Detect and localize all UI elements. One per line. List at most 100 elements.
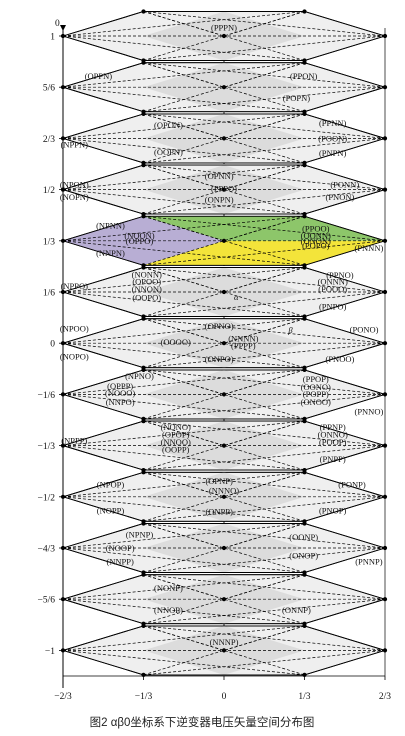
vector-label: (OPNP) <box>205 476 233 486</box>
vector-layer: (NONP) (NNOP) (ONNP) <box>60 572 388 626</box>
vector-label: (PPPN) <box>211 22 237 32</box>
vector-label: (OONO) <box>301 382 331 392</box>
vector-point <box>302 470 307 475</box>
vector-point <box>302 367 307 372</box>
vector-point <box>141 111 146 116</box>
vector-label: (NOOP) <box>106 543 135 553</box>
vector-label: (OONP) <box>289 532 318 542</box>
grid-line <box>143 523 225 549</box>
origin-label: 0 <box>55 19 60 29</box>
grid-line <box>143 138 386 164</box>
grid-line <box>223 11 305 37</box>
grid-line <box>143 625 225 651</box>
vector-label: (OOPN) <box>154 147 183 157</box>
vector-label: (PPPP) <box>231 341 256 351</box>
grid-line <box>143 215 305 266</box>
y-tick-label: −4/3 <box>38 545 56 555</box>
grid-line <box>143 113 225 139</box>
grid-line <box>143 318 305 369</box>
vector-point <box>302 60 307 65</box>
grid-line <box>143 574 305 625</box>
vector-point <box>141 265 146 270</box>
grid-line <box>143 369 305 420</box>
grid-line <box>143 420 225 446</box>
vector-label: (NONO) <box>161 422 191 432</box>
vector-label: (NNPN) <box>96 248 125 258</box>
vector-layer: (NONN) (PPNO) (NPPO) (OPOO) (ONNN) (NNON) (POO… <box>61 265 388 319</box>
vector-label: (OPPP) <box>107 381 133 391</box>
vector-point <box>141 214 146 219</box>
vector-point <box>382 443 388 448</box>
vector-label: (POOP) <box>319 437 347 447</box>
vector-point <box>302 672 307 678</box>
grid-line <box>143 420 305 471</box>
grid-line <box>143 215 305 266</box>
vector-point <box>221 392 227 397</box>
grid-line <box>143 471 225 498</box>
vector-label: (NONN) <box>132 269 162 279</box>
vector-point <box>141 367 146 372</box>
grid-line <box>223 625 305 651</box>
vector-point <box>382 187 388 192</box>
grid-line <box>223 574 305 600</box>
vector-point <box>382 545 388 551</box>
y-tick-label: −1/6 <box>38 391 56 401</box>
vector-label: (NPNN) <box>96 221 125 231</box>
vector-point <box>302 521 307 526</box>
vector-label: (OPNN) <box>205 171 234 181</box>
vector-label: (PNOP) <box>319 505 347 515</box>
vector-label: (OOPO) <box>132 292 161 302</box>
vector-label: (NNOO) <box>161 437 191 447</box>
x-tick-labels: −2/3 −1/3 0 1/3 2/3 <box>54 676 391 702</box>
vector-point <box>221 494 227 499</box>
vector-label: (NNNO) <box>209 486 239 496</box>
vector-label: (NPON) <box>60 180 89 190</box>
y-tick-label: 1/2 <box>43 186 55 196</box>
grid-line <box>143 62 305 113</box>
vector-label: (ONON) <box>301 236 331 246</box>
grid-line <box>62 189 305 215</box>
x-tick-label: −2/3 <box>54 692 72 702</box>
vector-label: (ONNO) <box>318 430 348 440</box>
grid-line <box>223 318 305 344</box>
vector-label: (POPO) <box>302 241 330 251</box>
vector-point <box>141 470 146 475</box>
vector-label: (ONNN) <box>318 277 348 287</box>
vector-layer: (OPNN) (NPON) (PPPO) (PONN) (NOPN) (ONPN) (PNO… <box>60 163 388 217</box>
grid-line <box>143 62 305 113</box>
grid-line <box>223 113 305 139</box>
grid-line <box>143 318 225 344</box>
x-tick-label: 0 <box>222 692 227 702</box>
grid-line <box>62 547 305 573</box>
vector-label: (NPPP) <box>61 436 87 446</box>
grid-line <box>223 420 305 446</box>
grid-line <box>223 215 305 242</box>
vector-label: (PNON) <box>326 192 355 202</box>
grid-line <box>223 62 305 88</box>
grid-line <box>62 342 305 369</box>
vector-label: (POOO) <box>318 284 347 294</box>
grid-line <box>143 598 386 625</box>
vector-label: (OPPO) <box>126 236 154 246</box>
y-tick-label: 1/6 <box>43 289 55 299</box>
grid-line <box>62 138 305 164</box>
vector-label: (ONOO) <box>301 397 331 407</box>
y-tick-label: −1/2 <box>38 493 56 503</box>
vector-point <box>141 9 146 14</box>
vector-point <box>221 85 227 90</box>
vector-point <box>141 672 146 678</box>
vector-label: (NONP) <box>154 583 183 593</box>
vector-label: (NPOO) <box>60 324 89 334</box>
vector-label: (NOOO) <box>105 388 135 398</box>
grid-line <box>62 240 305 266</box>
y-tick-label: −1/3 <box>38 442 56 452</box>
vector-label: (OPOP) <box>162 430 190 440</box>
vector-label: (PPOP) <box>303 374 329 384</box>
vector-label: (NOON) <box>124 230 154 240</box>
figure-caption: 图2 αβ0坐标系下逆变器电压矢量空间分布图 <box>90 715 315 729</box>
y-tick-label: −1 <box>45 647 55 657</box>
y-tick-label: 1/3 <box>43 237 55 247</box>
grid-line <box>143 86 386 113</box>
vector-label: (PNPN) <box>319 148 347 158</box>
